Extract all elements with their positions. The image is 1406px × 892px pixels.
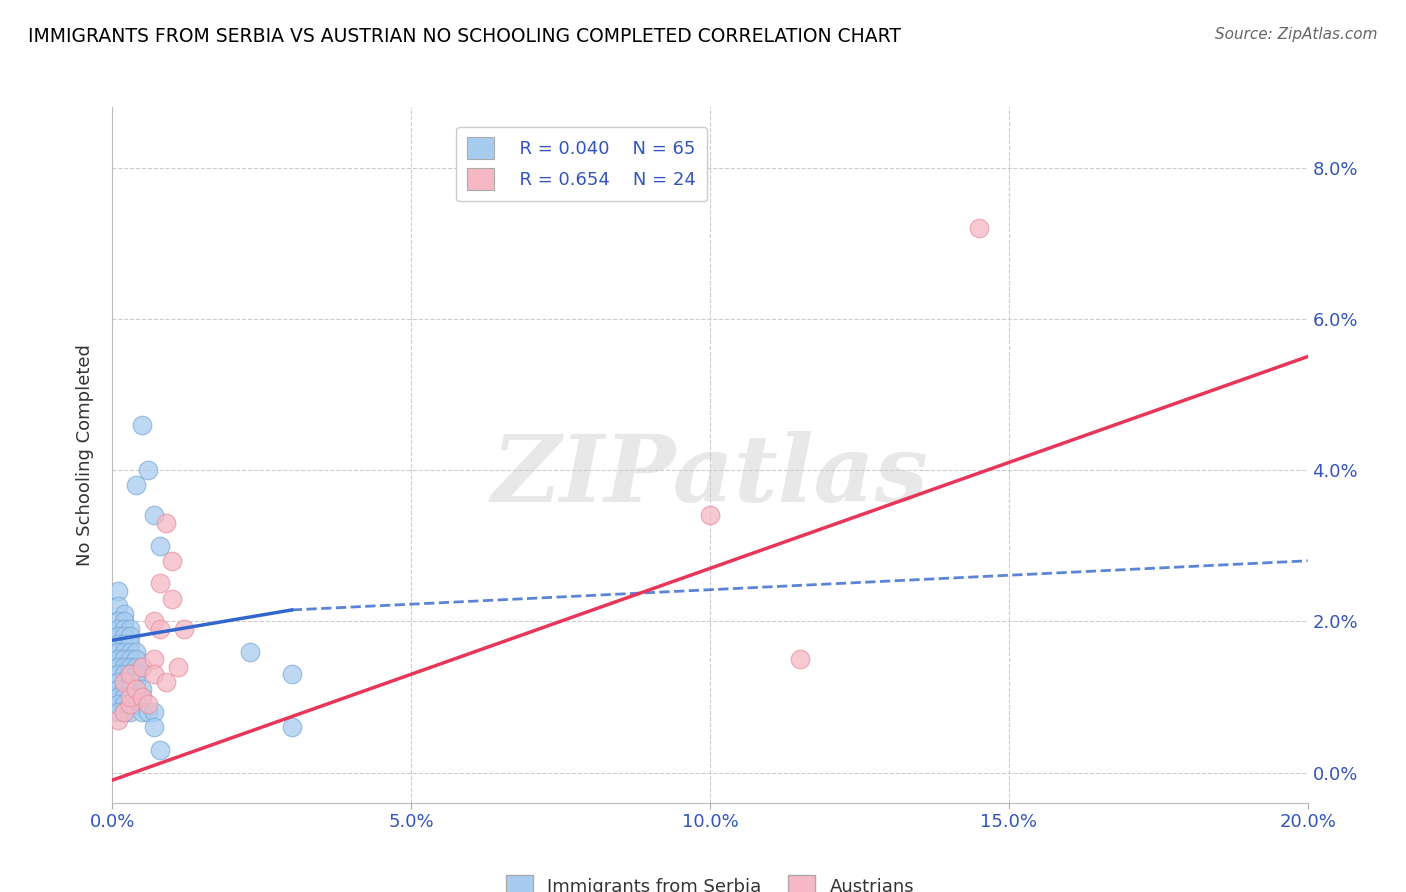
Point <box>131 690 153 704</box>
Point <box>131 705 153 719</box>
Point <box>107 698 129 712</box>
Point <box>143 705 166 719</box>
Point <box>125 674 148 689</box>
Point <box>131 417 153 432</box>
Point <box>114 644 135 658</box>
Point <box>114 659 135 673</box>
Point <box>114 674 135 689</box>
Point <box>143 652 166 666</box>
Point <box>149 576 172 591</box>
Point <box>120 622 142 636</box>
Point <box>120 690 142 704</box>
Point <box>149 539 172 553</box>
Point <box>120 667 142 681</box>
Point <box>120 690 142 704</box>
Point <box>107 667 129 681</box>
Point <box>120 667 142 681</box>
Point <box>125 652 148 666</box>
Point <box>107 637 129 651</box>
Point <box>107 622 129 636</box>
Point <box>114 637 135 651</box>
Point <box>114 615 135 629</box>
Point <box>125 690 148 704</box>
Point <box>120 682 142 697</box>
Point <box>125 644 148 658</box>
Point <box>143 720 166 734</box>
Point <box>138 463 160 477</box>
Point <box>120 698 142 712</box>
Point <box>114 705 135 719</box>
Point <box>155 674 177 689</box>
Y-axis label: No Schooling Completed: No Schooling Completed <box>76 344 94 566</box>
Text: IMMIGRANTS FROM SERBIA VS AUSTRIAN NO SCHOOLING COMPLETED CORRELATION CHART: IMMIGRANTS FROM SERBIA VS AUSTRIAN NO SC… <box>28 27 901 45</box>
Text: ZIPatlas: ZIPatlas <box>492 431 928 521</box>
Point <box>114 629 135 643</box>
Point <box>107 629 129 643</box>
Point <box>125 659 148 673</box>
Point <box>162 554 183 568</box>
Point <box>107 615 129 629</box>
Point <box>107 705 129 719</box>
Point <box>125 698 148 712</box>
Point <box>167 659 190 673</box>
Point <box>120 652 142 666</box>
Point <box>131 659 153 673</box>
Point <box>114 607 135 621</box>
Point <box>114 674 135 689</box>
Point <box>967 221 990 235</box>
Text: Source: ZipAtlas.com: Source: ZipAtlas.com <box>1215 27 1378 42</box>
Point <box>699 508 721 523</box>
Point <box>131 659 153 673</box>
Point <box>120 644 142 658</box>
Point <box>125 478 148 492</box>
Point <box>162 591 183 606</box>
Point <box>107 652 129 666</box>
Point <box>107 713 129 727</box>
Point <box>107 644 129 658</box>
Point <box>143 615 166 629</box>
Point <box>131 690 153 704</box>
Point <box>143 508 166 523</box>
Point <box>125 667 148 681</box>
Point <box>114 705 135 719</box>
Point <box>114 690 135 704</box>
Point <box>107 674 129 689</box>
Point <box>239 644 262 658</box>
Point <box>149 622 172 636</box>
Point <box>107 682 129 697</box>
Legend: Immigrants from Serbia, Austrians: Immigrants from Serbia, Austrians <box>498 868 922 892</box>
Point <box>114 622 135 636</box>
Point <box>120 637 142 651</box>
Point <box>125 682 148 697</box>
Point <box>125 682 148 697</box>
Point <box>149 743 172 757</box>
Point <box>114 667 135 681</box>
Point <box>281 667 304 681</box>
Point <box>120 698 142 712</box>
Point <box>138 698 160 712</box>
Point <box>120 659 142 673</box>
Point <box>107 690 129 704</box>
Point <box>155 516 177 530</box>
Point <box>114 682 135 697</box>
Point <box>281 720 304 734</box>
Point <box>114 652 135 666</box>
Point <box>120 705 142 719</box>
Point <box>120 629 142 643</box>
Point <box>107 659 129 673</box>
Point <box>107 584 129 599</box>
Point <box>789 652 811 666</box>
Point <box>120 674 142 689</box>
Point <box>143 667 166 681</box>
Point <box>107 599 129 614</box>
Point <box>138 705 160 719</box>
Point <box>114 698 135 712</box>
Point <box>173 622 195 636</box>
Point <box>131 682 153 697</box>
